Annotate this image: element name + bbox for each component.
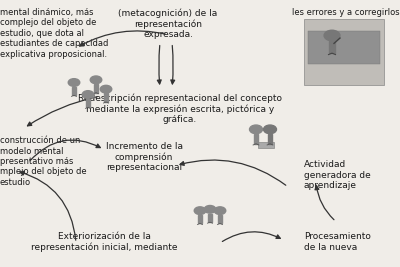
Circle shape (68, 79, 80, 86)
FancyArrow shape (94, 84, 98, 93)
Bar (90, 95, 94, 97)
FancyArrow shape (198, 215, 202, 223)
FancyArrow shape (329, 41, 335, 53)
FancyArrow shape (254, 134, 258, 144)
FancyArrow shape (208, 214, 212, 222)
Circle shape (82, 91, 94, 98)
Circle shape (324, 30, 340, 41)
FancyArrow shape (268, 134, 272, 144)
Text: Redescripción representacional del concepto
mediante la expresión escrita, pictó: Redescripción representacional del conce… (78, 93, 282, 124)
Circle shape (264, 125, 276, 134)
FancyArrow shape (86, 99, 90, 107)
Text: Incremento de la
comprensión
representacional: Incremento de la comprensión representac… (106, 142, 182, 172)
Circle shape (90, 76, 102, 84)
Circle shape (204, 206, 216, 213)
FancyBboxPatch shape (308, 31, 380, 64)
FancyBboxPatch shape (304, 19, 384, 85)
Circle shape (100, 85, 112, 93)
Text: (metacognición) de la
representación
expresada.: (metacognición) de la representación exp… (118, 8, 218, 39)
Text: Exteriorización de la
representación inicial, mediante: Exteriorización de la representación ini… (31, 232, 177, 252)
Circle shape (214, 207, 226, 214)
Circle shape (250, 125, 262, 134)
Text: Procesamiento
de la nueva: Procesamiento de la nueva (304, 232, 371, 252)
Text: les errores y a corregirlos: les errores y a corregirlos (292, 8, 400, 17)
FancyArrow shape (218, 215, 222, 223)
Circle shape (194, 207, 206, 214)
Bar (258, 142, 274, 148)
FancyArrow shape (72, 87, 76, 95)
Text: mental dinámico, más
complejo del objeto de
estudio, que dota al
estudiantes de : mental dinámico, más complejo del objeto… (0, 8, 108, 59)
FancyArrow shape (104, 93, 108, 102)
Text: Actividad
generadora de
aprendizaje: Actividad generadora de aprendizaje (304, 160, 371, 190)
Text: construcción de un
modelo mental
presentativo más
mplejo del objeto de
estudio: construcción de un modelo mental present… (0, 136, 87, 187)
